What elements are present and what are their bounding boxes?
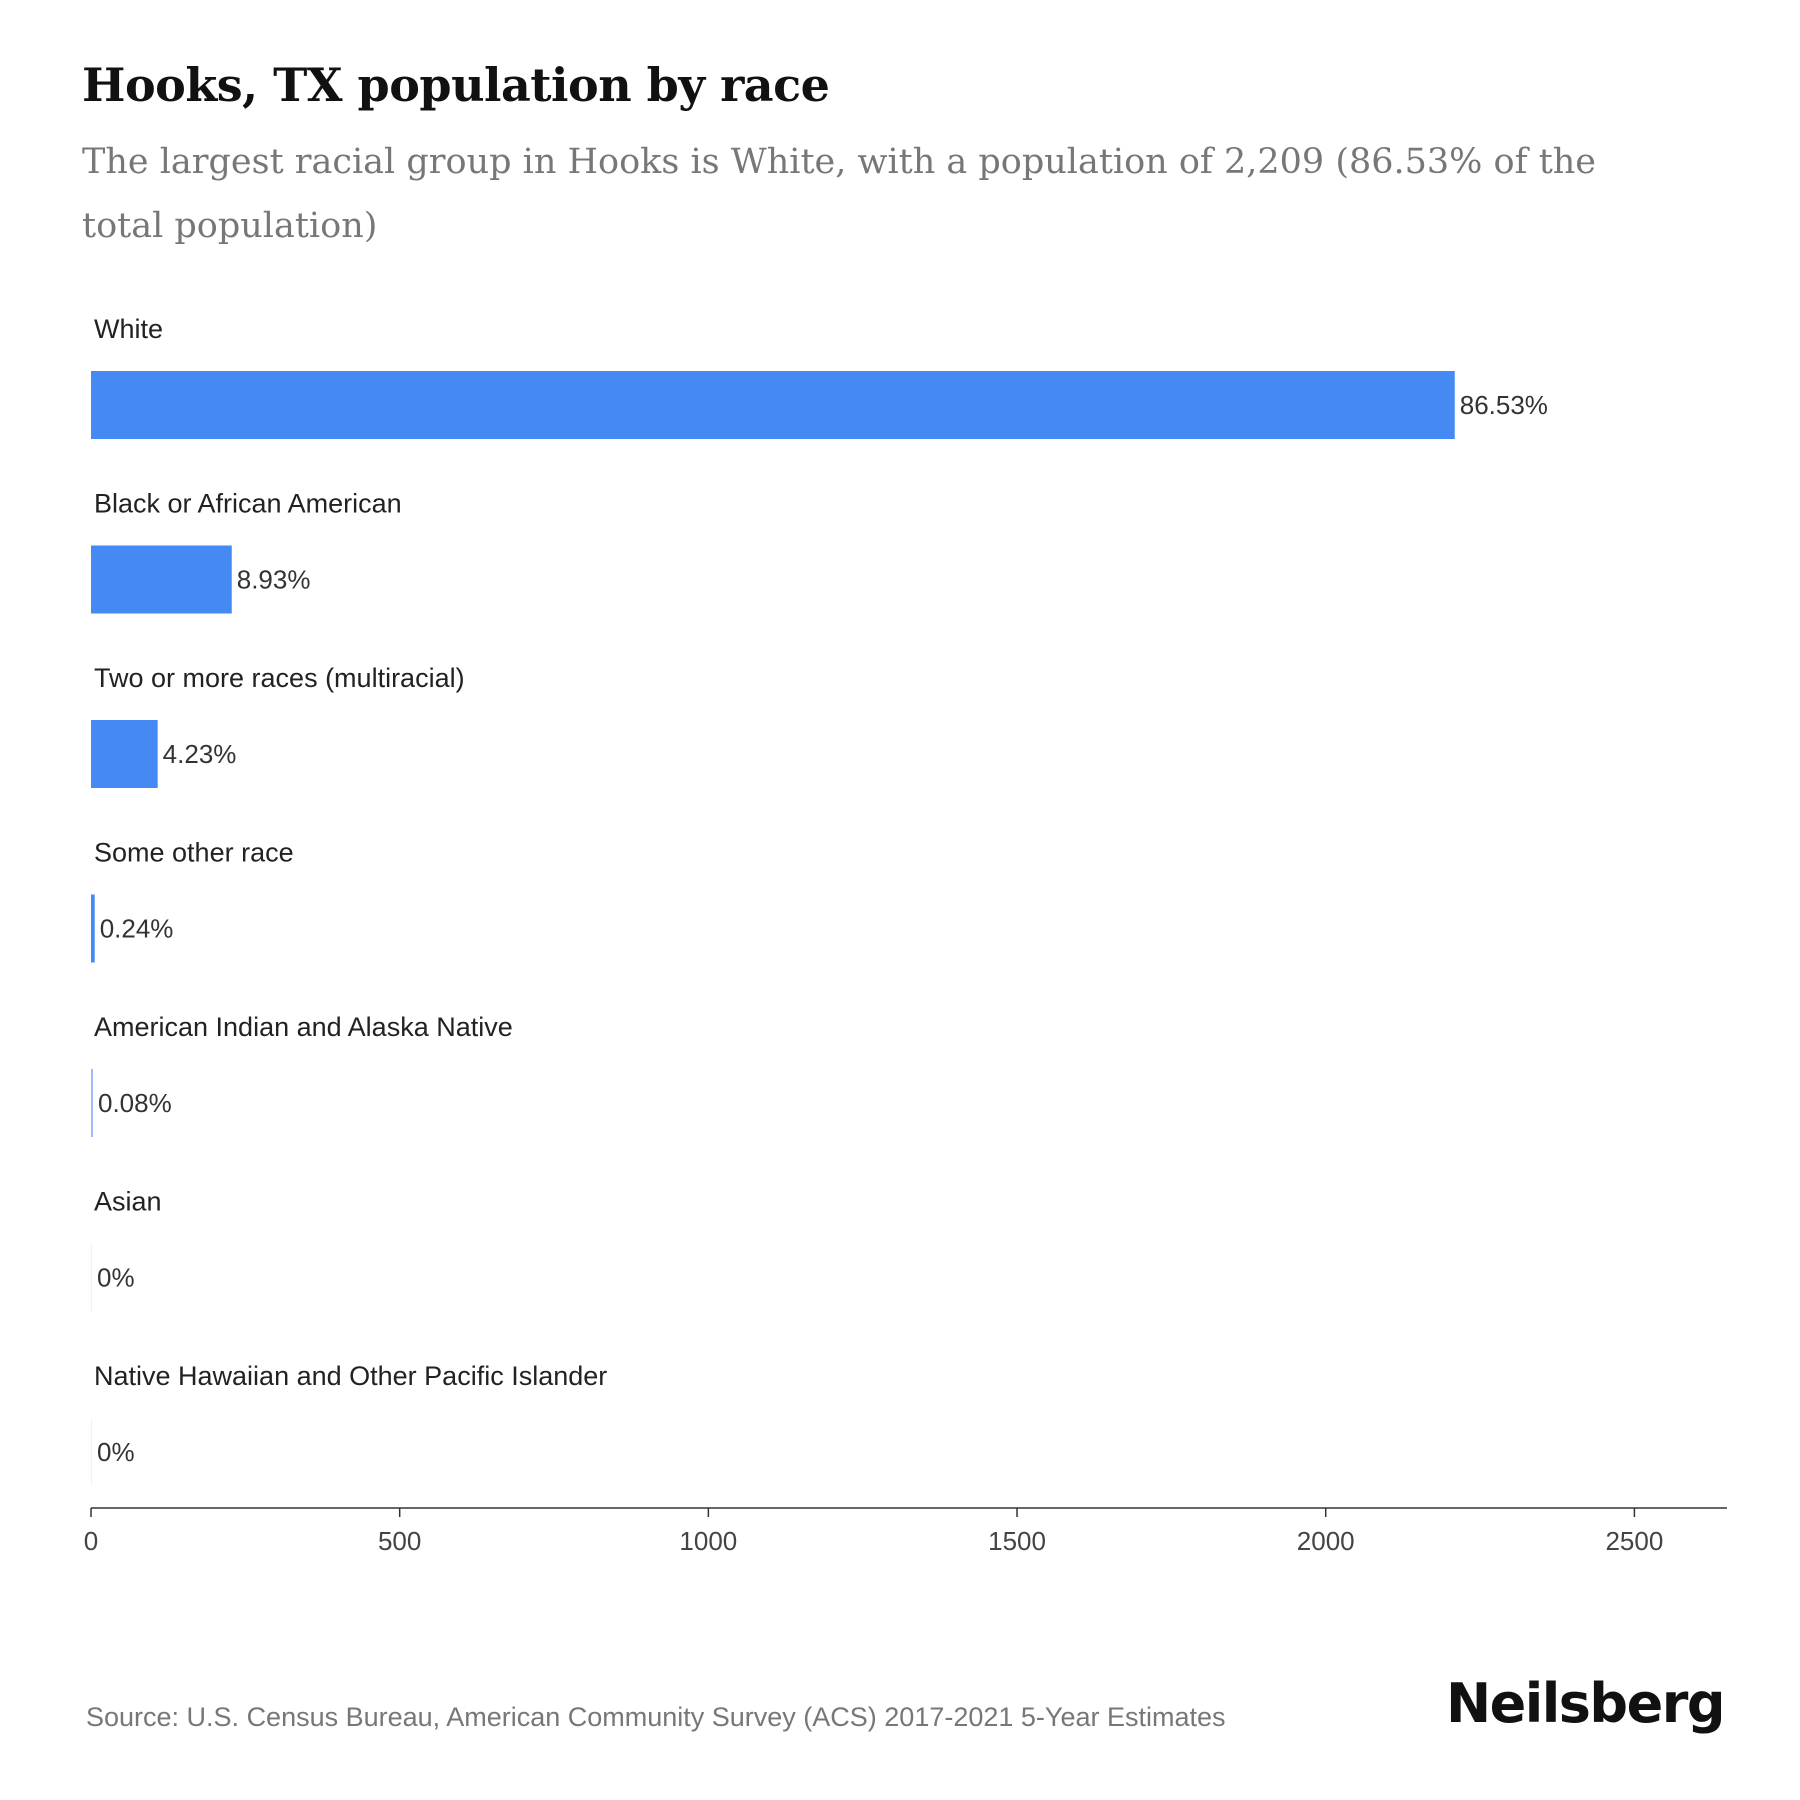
value-label-black-or-african-american: 8.93% xyxy=(237,565,311,595)
value-label-white: 86.53% xyxy=(1460,390,1548,420)
category-label-black-or-african-american: Black or African American xyxy=(94,489,402,519)
category-label-white: White xyxy=(94,314,163,344)
x-tick-label-2000: 2000 xyxy=(1297,1526,1355,1556)
category-label-american-indian-and-alaska-native: American Indian and Alaska Native xyxy=(94,1012,513,1042)
category-label-two-or-more-races-multiracial: Two or more races (multiracial) xyxy=(94,663,465,693)
category-label-asian: Asian xyxy=(94,1187,162,1217)
value-label-two-or-more-races-multiracial: 4.23% xyxy=(163,739,237,769)
value-label-asian: 0% xyxy=(97,1263,135,1293)
x-tick-label-0: 0 xyxy=(84,1526,98,1556)
category-label-some-other-race: Some other race xyxy=(94,838,294,868)
bar-white xyxy=(91,371,1455,439)
x-axis: 0 500 1000 1500 2000 2500 xyxy=(84,1507,1727,1556)
neilsberg-logo: Neilsberg xyxy=(1445,1672,1726,1735)
x-tick-label-1500: 1500 xyxy=(988,1526,1046,1556)
x-tick-label-2500: 2500 xyxy=(1605,1526,1663,1556)
source-note: Source: U.S. Census Bureau, American Com… xyxy=(86,1702,1226,1732)
bar-american-indian-and-alaska-native xyxy=(91,1069,93,1137)
bars-layer: White 86.53% Black or African American 8.93… xyxy=(91,314,1548,1486)
chart-subtitle: The largest racial group in Hooks is Whi… xyxy=(82,142,1597,246)
x-tick-label-1000: 1000 xyxy=(679,1526,737,1556)
bar-asian xyxy=(91,1243,92,1312)
category-label-native-hawaiian-and-other-pacific-islander: Native Hawaiian and Other Pacific Island… xyxy=(94,1361,607,1391)
chart-title: Hooks, TX population by race xyxy=(82,58,830,112)
bar-native-hawaiian-and-other-pacific-islander xyxy=(91,1418,92,1486)
bar-some-other-race xyxy=(91,894,95,963)
bar-two-or-more-races-multiracial xyxy=(91,720,158,788)
value-label-some-other-race: 0.24% xyxy=(100,914,174,944)
x-tick-label-500: 500 xyxy=(378,1526,421,1556)
value-label-american-indian-and-alaska-native: 0.08% xyxy=(98,1088,172,1118)
value-label-native-hawaiian-and-other-pacific-islander: 0% xyxy=(97,1437,135,1467)
bar-black-or-african-american xyxy=(91,545,232,614)
